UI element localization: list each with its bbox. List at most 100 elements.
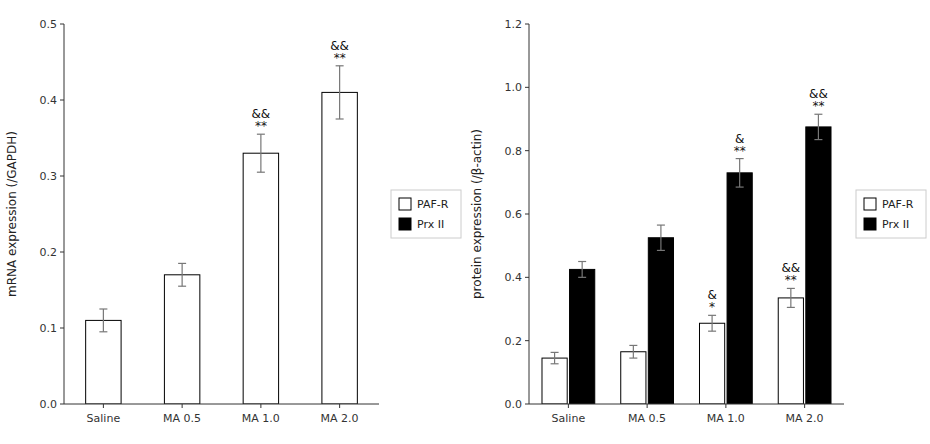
legend: PAF-RPrx II bbox=[856, 190, 926, 238]
y-tick-label: 0.2 bbox=[505, 335, 523, 348]
annotation: * bbox=[709, 300, 715, 314]
error-cap bbox=[787, 288, 795, 289]
error-cap bbox=[257, 172, 265, 173]
annotation: ** bbox=[812, 99, 824, 113]
error-bar bbox=[736, 159, 744, 188]
error-bar bbox=[257, 134, 265, 172]
error-cap bbox=[257, 134, 265, 135]
bar bbox=[164, 275, 199, 404]
legend-box bbox=[856, 190, 926, 238]
error-bar bbox=[657, 225, 665, 250]
error-line bbox=[818, 114, 819, 139]
plot-area bbox=[542, 114, 831, 404]
y-tick bbox=[525, 87, 529, 88]
y-tick bbox=[60, 328, 64, 329]
y-tick-label: 0.5 bbox=[40, 18, 58, 31]
y-tick bbox=[525, 150, 529, 151]
y-tick bbox=[525, 277, 529, 278]
y-tick-label: 0.4 bbox=[40, 94, 58, 107]
annotation: && bbox=[252, 107, 271, 121]
legend-box bbox=[391, 190, 461, 238]
error-line bbox=[103, 309, 104, 332]
y-tick bbox=[60, 100, 64, 101]
error-cap bbox=[814, 114, 822, 115]
error-cap bbox=[99, 331, 107, 332]
y-tick bbox=[525, 340, 529, 341]
error-cap bbox=[787, 307, 795, 308]
x-tick bbox=[182, 404, 183, 408]
bar bbox=[727, 173, 752, 404]
x-tick-label: Saline bbox=[552, 412, 586, 425]
annotation: && bbox=[330, 39, 349, 53]
x-tick bbox=[804, 404, 805, 408]
error-cap bbox=[814, 139, 822, 140]
y-tick-label: 0.8 bbox=[505, 145, 523, 158]
annotation: ** bbox=[255, 119, 267, 133]
error-cap bbox=[736, 158, 744, 159]
legend-label: Prx II bbox=[417, 218, 444, 231]
error-line bbox=[633, 345, 634, 358]
legend-label: Prx II bbox=[882, 218, 909, 231]
y-tick bbox=[60, 404, 64, 405]
error-bar bbox=[787, 288, 795, 307]
error-bar bbox=[578, 262, 586, 278]
bar bbox=[86, 320, 121, 404]
error-cap bbox=[578, 261, 586, 262]
error-line bbox=[711, 315, 712, 331]
bar-chart: 0.00.10.20.30.40.5SalineMA 0.5MA 1.0MA 2… bbox=[0, 0, 465, 444]
error-cap bbox=[708, 315, 716, 316]
error-cap bbox=[629, 345, 637, 346]
x-axis bbox=[529, 404, 844, 405]
bar bbox=[806, 127, 831, 404]
legend: PAF-R Prx II bbox=[391, 190, 461, 238]
annotation: ** bbox=[785, 273, 797, 287]
error-bar bbox=[336, 66, 344, 119]
y-tick-label: 0.6 bbox=[505, 208, 523, 221]
error-cap bbox=[336, 65, 344, 66]
bar bbox=[570, 269, 595, 404]
y-tick bbox=[525, 214, 529, 215]
bar bbox=[778, 298, 803, 404]
x-tick bbox=[260, 404, 261, 408]
error-cap bbox=[178, 263, 186, 264]
error-cap bbox=[551, 363, 559, 364]
annotation: ** bbox=[334, 51, 346, 65]
annotation: && bbox=[781, 261, 800, 275]
error-bar bbox=[178, 263, 186, 286]
error-cap bbox=[657, 224, 665, 225]
x-tick bbox=[339, 404, 340, 408]
error-bar bbox=[708, 315, 716, 331]
annotation: & bbox=[735, 132, 744, 146]
x-tick-label: MA 2.0 bbox=[321, 412, 359, 425]
y-tick-label: 0.3 bbox=[40, 170, 58, 183]
y-tick-label: 0.2 bbox=[40, 246, 58, 259]
error-cap bbox=[736, 186, 744, 187]
legend-label: PAF-R bbox=[417, 198, 449, 211]
legend-swatch bbox=[864, 198, 876, 210]
error-line bbox=[554, 352, 555, 363]
y-tick-label: 1.0 bbox=[505, 81, 523, 94]
bar-chart: 0.00.20.40.60.81.01.2SalineMA 0.5MA 1.0M… bbox=[465, 0, 930, 444]
x-tick bbox=[103, 404, 104, 408]
x-tick-label: MA 1.0 bbox=[242, 412, 280, 425]
x-tick-label: MA 2.0 bbox=[786, 412, 824, 425]
error-cap bbox=[657, 250, 665, 251]
error-line bbox=[582, 262, 583, 278]
chart-root: 0.00.10.20.30.40.5SalineMA 0.5MA 1.0MA 2… bbox=[0, 0, 930, 444]
bar bbox=[322, 92, 357, 404]
y-axis-label: mRNA expression (/GAPDH) bbox=[5, 131, 19, 297]
y-axis-label: protein expression (/β-actin) bbox=[470, 129, 484, 299]
bar bbox=[699, 323, 724, 404]
error-line bbox=[182, 263, 183, 286]
plot-area bbox=[86, 66, 358, 404]
bar bbox=[648, 238, 673, 404]
error-cap bbox=[578, 277, 586, 278]
error-cap bbox=[629, 357, 637, 358]
y-tick bbox=[60, 24, 64, 25]
y-tick bbox=[60, 252, 64, 253]
error-line bbox=[339, 66, 340, 119]
error-bar bbox=[629, 345, 637, 358]
y-tick bbox=[60, 176, 64, 177]
error-line bbox=[660, 225, 661, 250]
legend-swatch bbox=[864, 218, 876, 230]
